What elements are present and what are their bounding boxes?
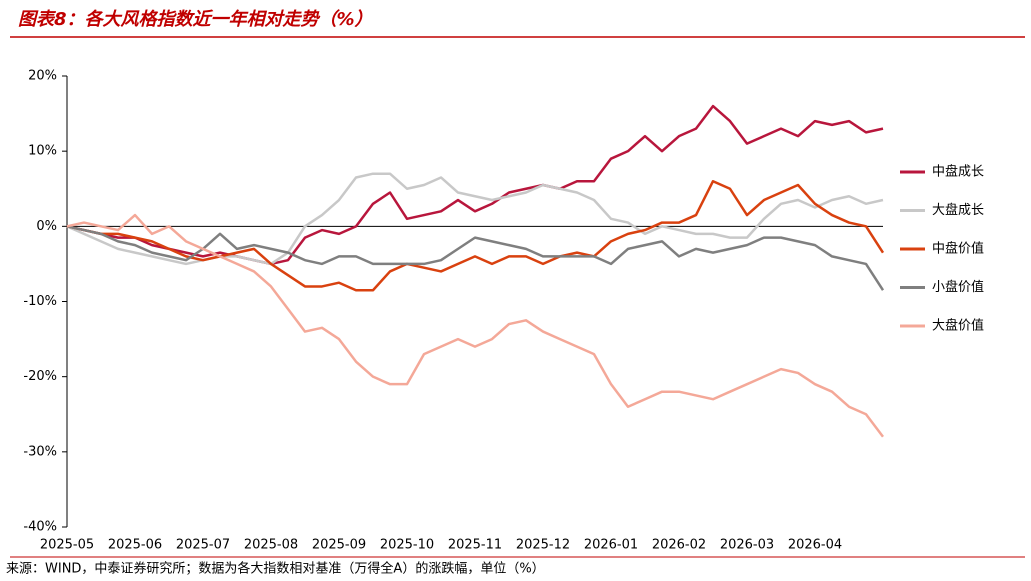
- x-tick-label: 2026-02: [652, 538, 706, 553]
- y-tick-label: 10%: [28, 144, 57, 159]
- y-tick-label: -40%: [23, 520, 57, 535]
- series-line: [66, 225, 885, 291]
- source-note: 来源：WIND，中泰证券研究所；数据为各大指数相对基准（万得全A）的涨跌幅，单位…: [6, 561, 545, 577]
- series-line: [66, 179, 885, 292]
- x-tick-label: 2025-09: [312, 538, 366, 553]
- x-tick-label: 2026-01: [584, 538, 638, 553]
- series-line: [66, 172, 884, 266]
- y-tick-label: -20%: [23, 369, 57, 384]
- y-tick-label: -10%: [23, 294, 57, 309]
- x-tick-label: 2025-07: [176, 538, 230, 553]
- legend-label: 中盘价值: [932, 241, 984, 257]
- x-tick-label: 2025-11: [448, 538, 502, 553]
- x-tick-label: 2025-06: [108, 538, 162, 553]
- x-tick-label: 2025-08: [244, 538, 298, 553]
- series-line: [66, 213, 884, 438]
- x-tick-label: 2026-03: [720, 538, 774, 553]
- legend-label: 小盘价值: [932, 279, 984, 295]
- x-tick-label: 2025-05: [40, 538, 94, 553]
- x-tick-label: 2025-10: [380, 538, 434, 553]
- legend-label: 大盘价值: [932, 318, 984, 334]
- x-tick-label: 2025-12: [516, 538, 570, 553]
- chart-title: 图表8：各大风格指数近一年相对走势（%）: [18, 9, 373, 30]
- legend-label: 中盘成长: [932, 164, 984, 180]
- series-line: [66, 104, 884, 266]
- y-tick-label: -30%: [23, 444, 57, 459]
- y-tick-label: 0%: [36, 219, 57, 234]
- y-tick-label: 20%: [28, 69, 57, 84]
- legend-label: 大盘成长: [932, 202, 984, 218]
- x-tick-label: 2026-04: [788, 538, 842, 553]
